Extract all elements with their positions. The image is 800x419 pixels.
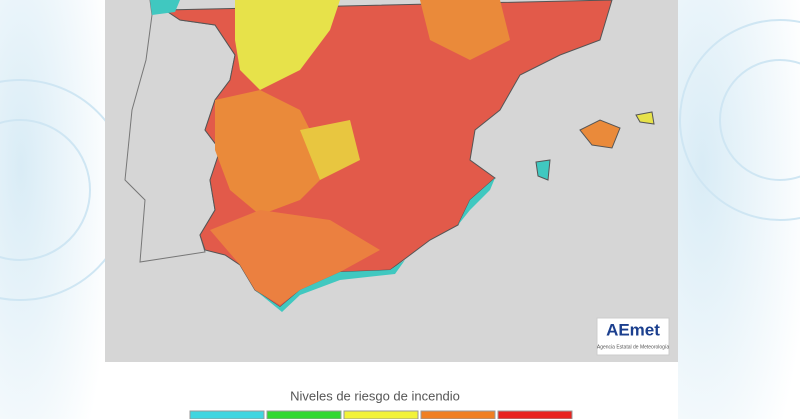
mallorca xyxy=(579,119,621,149)
side-pattern xyxy=(678,0,800,419)
legend-swatch xyxy=(497,410,573,419)
side-pattern xyxy=(0,0,105,419)
logo-box xyxy=(596,317,670,356)
legend xyxy=(189,410,573,419)
legend-swatch xyxy=(420,410,496,419)
menorca xyxy=(635,111,655,125)
legend-title: Niveles de riesgo de incendio xyxy=(290,388,460,403)
logo: AEmet xyxy=(606,320,660,339)
logo-subtitle: Agencia Estatal de Meteorología xyxy=(597,344,669,350)
legend-swatch xyxy=(189,410,265,419)
ibiza xyxy=(535,159,551,181)
risk-areas xyxy=(150,0,510,312)
legend-swatch xyxy=(266,410,342,419)
legend-swatch xyxy=(343,410,419,419)
